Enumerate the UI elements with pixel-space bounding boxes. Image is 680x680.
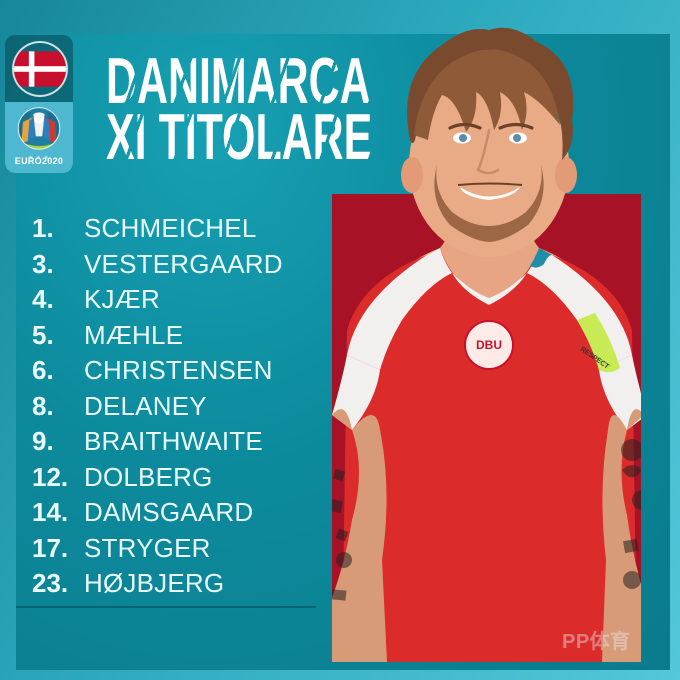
svg-text:PP体育: PP体育 (562, 629, 631, 653)
svg-text:DBU: DBU (476, 338, 502, 352)
